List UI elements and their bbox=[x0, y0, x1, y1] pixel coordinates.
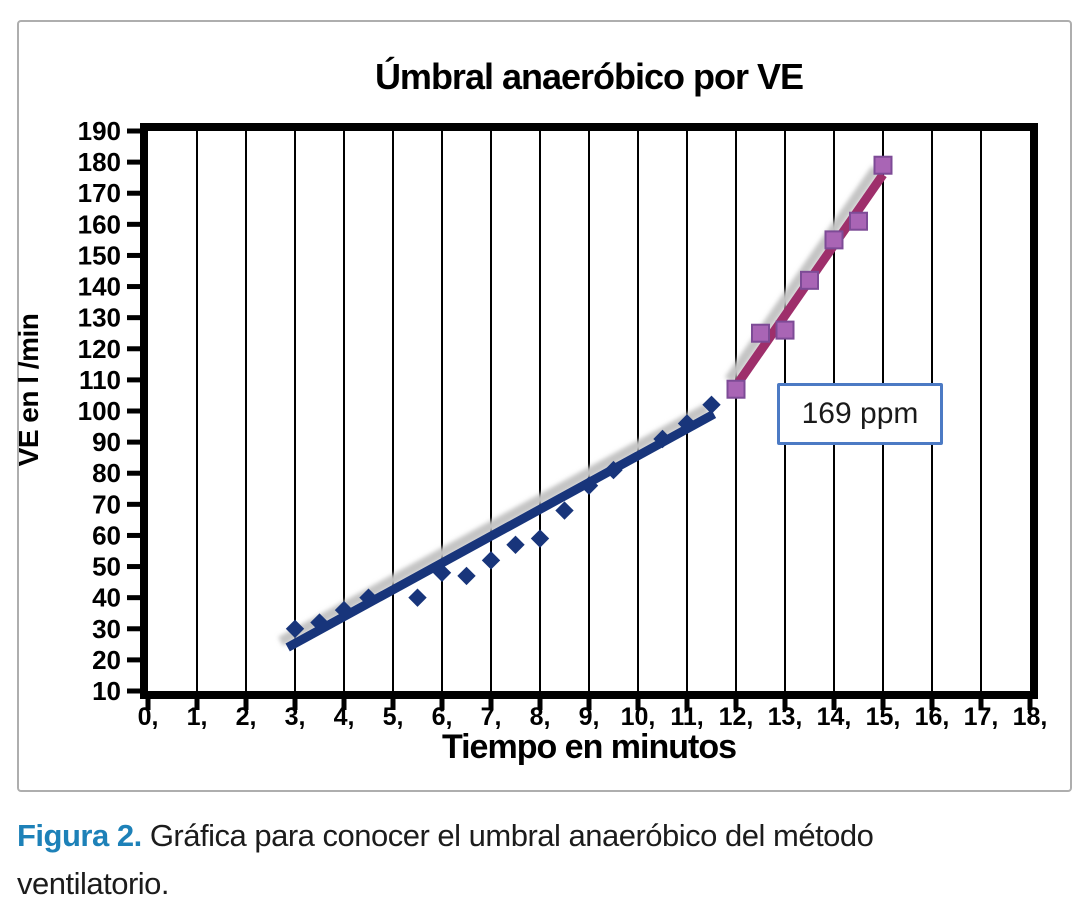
data-point-square bbox=[775, 320, 795, 340]
y-tick-label: 90 bbox=[92, 427, 121, 457]
plot-frame bbox=[140, 123, 1038, 699]
y-tick-label: 50 bbox=[92, 552, 121, 582]
data-point-diamond bbox=[457, 566, 476, 586]
x-axis-ticks-labels: 0, 1, 2, 3, 4, 5, 6, 7, 8, 9, 10, 11, 12, 13, 14, 15, 16… bbox=[138, 699, 1048, 731]
data-point-diamond bbox=[579, 476, 599, 495]
data-point-diamond bbox=[334, 600, 354, 620]
x-tick-label: 6, bbox=[432, 703, 453, 731]
data-point-diamond bbox=[432, 563, 452, 582]
x-tick-label: 13, bbox=[768, 703, 803, 731]
data-point-diamond bbox=[506, 535, 525, 554]
x-tick-label: 17, bbox=[964, 703, 999, 731]
threshold-annotation-label: 169 ppm bbox=[801, 397, 919, 430]
data-point-diamond bbox=[604, 460, 623, 480]
x-tick-label: 12, bbox=[719, 703, 754, 731]
y-tick-label: 40 bbox=[92, 583, 121, 613]
data-point-diamond bbox=[677, 414, 697, 433]
data-point-diamond bbox=[702, 395, 721, 414]
y-tick-label: 130 bbox=[78, 303, 121, 333]
y-tick-label: 160 bbox=[78, 209, 121, 239]
data-point-diamond bbox=[408, 588, 427, 607]
caption-text: Gráfica para conocer el umbral anaeróbic… bbox=[17, 818, 874, 902]
y-tick-label: 80 bbox=[92, 458, 121, 488]
data-point-square bbox=[800, 270, 819, 290]
x-tick-label: 0, bbox=[138, 703, 159, 731]
y-axis-ticks-labels: 1020304050607080901001101201301401501601… bbox=[78, 116, 140, 706]
figure-caption: Figura 2. Gráfica para conocer el umbral… bbox=[17, 812, 1025, 908]
data-point-diamond bbox=[285, 619, 305, 638]
chart-title: Úmbral anaeróbico por VE bbox=[374, 56, 804, 97]
data-point-diamond bbox=[481, 551, 501, 570]
data-point-square bbox=[873, 155, 893, 175]
y-tick-label: 120 bbox=[78, 334, 121, 364]
x-tick-label: 2, bbox=[236, 703, 257, 731]
x-tick-label: 8, bbox=[530, 703, 551, 731]
y-tick-label: 180 bbox=[78, 147, 121, 177]
x-tick-label: 3, bbox=[285, 703, 306, 731]
data-point-diamond bbox=[310, 613, 329, 632]
x-tick-label: 4, bbox=[334, 703, 355, 731]
figure-container: 0, 1, 2, 3, 4, 5, 6, 7, 8, 9, 10, 11, 12, 13, 14, 15, 16… bbox=[13, 20, 1072, 792]
data-point-square bbox=[751, 323, 770, 343]
y-tick-label: 110 bbox=[79, 365, 121, 395]
y-tick-label: 190 bbox=[78, 116, 121, 146]
y-axis-title: VE en l /min bbox=[13, 313, 44, 467]
y-tick-label: 140 bbox=[78, 272, 121, 302]
data-point-diamond bbox=[653, 429, 672, 449]
x-tick-label: 5, bbox=[383, 703, 404, 731]
y-tick-label: 60 bbox=[92, 520, 121, 550]
data-point-square bbox=[726, 379, 746, 399]
x-tick-label: 7, bbox=[481, 703, 502, 731]
x-tick-label: 11, bbox=[670, 703, 703, 731]
data-point-square bbox=[849, 211, 868, 231]
trendline-serie-ve-sub-umbral bbox=[285, 410, 717, 652]
x-axis-title: Tiempo en minutos bbox=[441, 728, 737, 766]
y-tick-label: 10 bbox=[92, 676, 121, 706]
y-tick-label: 70 bbox=[92, 489, 121, 519]
threshold-annotation-box: 169 ppm bbox=[777, 383, 943, 445]
x-tick-label: 16, bbox=[915, 703, 950, 731]
x-tick-label: 18, bbox=[1013, 703, 1048, 731]
serie-ve-sub-umbral-markers bbox=[285, 395, 721, 638]
y-tick-label: 100 bbox=[78, 396, 121, 426]
data-point-diamond bbox=[530, 529, 550, 548]
y-tick-label: 20 bbox=[92, 645, 121, 675]
x-tick-label: 1, bbox=[187, 703, 208, 731]
serie-ve-supra-umbral-markers bbox=[726, 155, 893, 399]
x-tick-label: 15, bbox=[866, 703, 901, 731]
data-point-diamond bbox=[555, 501, 574, 520]
y-tick-label: 170 bbox=[78, 178, 121, 208]
x-tick-label: 14, bbox=[817, 703, 852, 731]
x-tick-label: 10, bbox=[621, 703, 656, 731]
data-point-square bbox=[824, 230, 844, 250]
caption-label: Figura 2. bbox=[17, 818, 142, 853]
y-tick-label: 30 bbox=[92, 614, 121, 644]
y-tick-label: 150 bbox=[78, 240, 121, 270]
data-point-diamond bbox=[359, 588, 378, 607]
x-tick-label: 9, bbox=[579, 703, 600, 731]
